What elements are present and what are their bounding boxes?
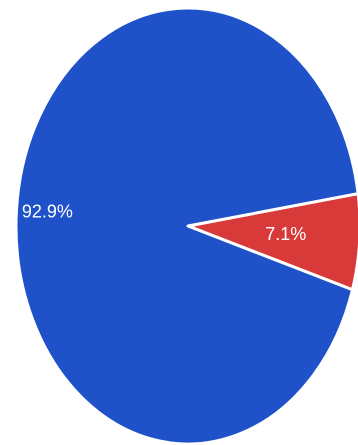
pie-slice-2 <box>14 6 358 445</box>
pie-labels: 7.1% 92.9% <box>22 202 306 244</box>
pie-slice-label-2: 92.9% <box>22 202 73 222</box>
pie-slice-label-1: 7.1% <box>265 224 306 244</box>
pie-slices <box>14 6 358 445</box>
